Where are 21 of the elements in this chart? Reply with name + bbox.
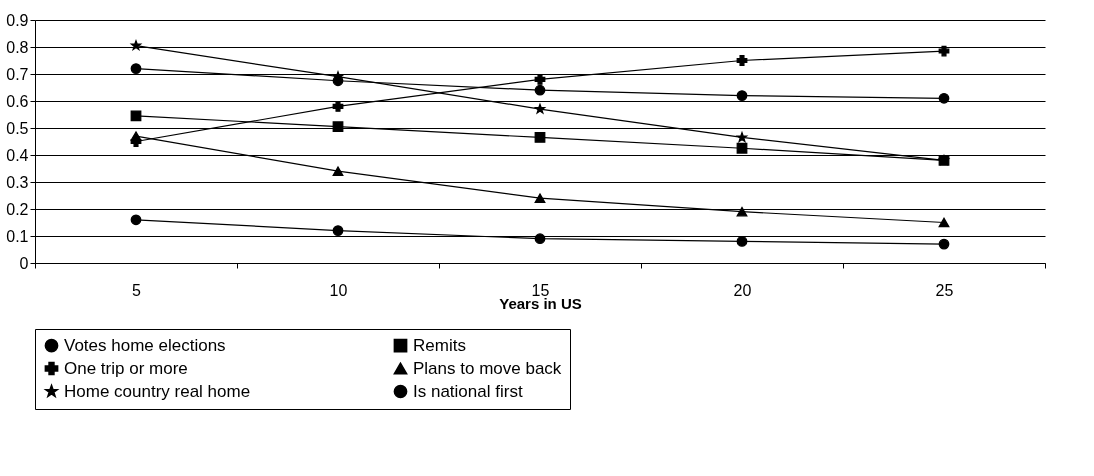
y-tick-label: 0.7 [6,65,29,83]
y-tick-label: 0.4 [6,146,29,164]
y-tick-label: 0.3 [6,173,29,191]
x-tick-label: 20 [733,281,752,299]
y-tick-label: 0.5 [6,119,29,137]
legend-label: Home country real home [64,381,251,401]
y-tick-label: 0.6 [6,92,29,110]
x-tick-label: 15 [531,281,550,299]
x-tick-label: 10 [329,281,348,299]
y-tick-label: 0.1 [6,227,29,245]
y-tick-label: 0.2 [6,200,29,218]
x-tick-label: 5 [132,281,142,299]
y-tick-label: 0.8 [6,38,29,56]
legend-label: Remits [413,335,466,355]
y-tick-label: 0.9 [6,11,29,29]
legend-label: Plans to move back [413,358,562,378]
legend-label: Is national first [413,381,523,401]
legend-label: Votes home elections [64,335,226,355]
x-tick-label: 25 [935,281,954,299]
legend-label: One trip or more [64,358,188,378]
y-tick-label: 0 [19,254,29,272]
